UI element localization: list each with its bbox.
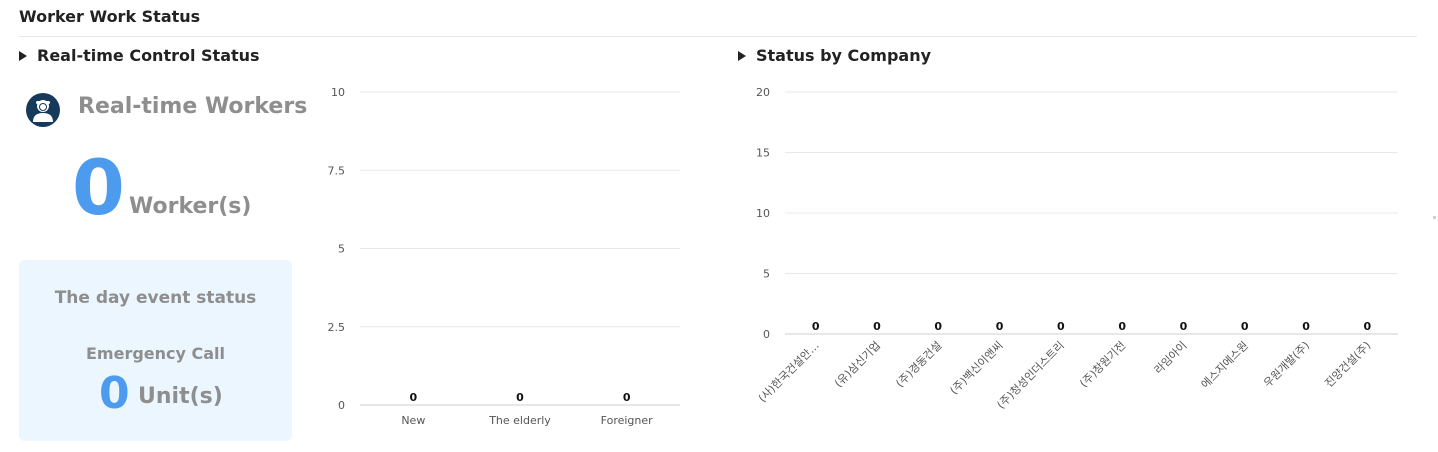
data-label: 0 [1241, 320, 1249, 333]
data-label: 0 [516, 391, 524, 404]
x-tick-label: (주)백신이앤씨 [947, 339, 1005, 397]
y-tick-label: 15 [756, 147, 770, 160]
y-tick-label: 10 [756, 207, 770, 220]
y-tick-label: 10 [331, 86, 345, 99]
x-tick-label: (주)경동건설 [893, 339, 944, 390]
section-title-realtime-text: Real-time Control Status [37, 46, 260, 65]
section-title-company-text: Status by Company [756, 46, 932, 65]
event-status-card: The day event status Emergency Call 0 Un… [19, 260, 292, 441]
event-status-title: The day event status [54, 288, 257, 308]
y-tick-label: 2.5 [328, 321, 346, 334]
scroll-edge-mark [1433, 216, 1436, 219]
data-label: 0 [623, 391, 631, 404]
x-tick-label: Foreigner [601, 414, 653, 427]
title-divider [19, 36, 1417, 37]
data-label: 0 [996, 320, 1004, 333]
data-label: 0 [1118, 320, 1126, 333]
y-tick-label: 5 [338, 243, 345, 256]
page-title: Worker Work Status [19, 7, 201, 26]
x-tick-label: (주)창원기전 [1077, 339, 1128, 390]
data-label: 0 [873, 320, 881, 333]
x-tick-label: 진양건설(주) [1322, 339, 1373, 390]
x-tick-label: The elderly [488, 414, 551, 427]
data-label: 0 [1057, 320, 1065, 333]
emergency-call-unit: Unit(s) [138, 384, 223, 409]
data-label: 0 [1180, 320, 1188, 333]
realtime-workers-unit: Worker(s) [129, 194, 252, 219]
y-tick-label: 0 [763, 328, 770, 341]
data-label: 0 [934, 320, 942, 333]
realtime-workers-title: Real-time Workers [78, 94, 308, 119]
emergency-call-label: Emergency Call [85, 344, 226, 363]
triangle-bullet-icon [19, 50, 27, 61]
y-tick-label: 0 [338, 399, 345, 412]
x-tick-label: (주)청성인더스트리 [994, 339, 1067, 412]
data-label: 0 [1364, 320, 1372, 333]
x-tick-label: 에스지에스원 [1199, 339, 1251, 391]
y-tick-label: 20 [756, 86, 770, 99]
triangle-bullet-icon [738, 50, 746, 61]
y-tick-label: 7.5 [328, 164, 346, 177]
emergency-call-count: 0 [99, 368, 130, 419]
data-label: 0 [1302, 320, 1310, 333]
x-tick-label: New [401, 414, 425, 427]
x-tick-label: (사)한국건설안… [756, 339, 822, 405]
x-tick-label: 라임아이 [1152, 339, 1190, 377]
section-title-realtime: Real-time Control Status [19, 46, 260, 65]
y-tick-label: 5 [763, 268, 770, 281]
realtime-workers-count: 0 [72, 143, 125, 232]
data-label: 0 [410, 391, 418, 404]
worker-category-chart: 0 2.5 5 7.5 10 0 New 0 The elderly 0 Foreigner [328, 86, 680, 427]
worker-avatar-icon [26, 93, 60, 127]
section-title-company: Status by Company [738, 46, 931, 65]
x-tick-label: 우원개발(주) [1261, 339, 1312, 390]
data-label: 0 [812, 320, 820, 333]
x-tick-label: (유)삼신기업 [832, 339, 883, 390]
